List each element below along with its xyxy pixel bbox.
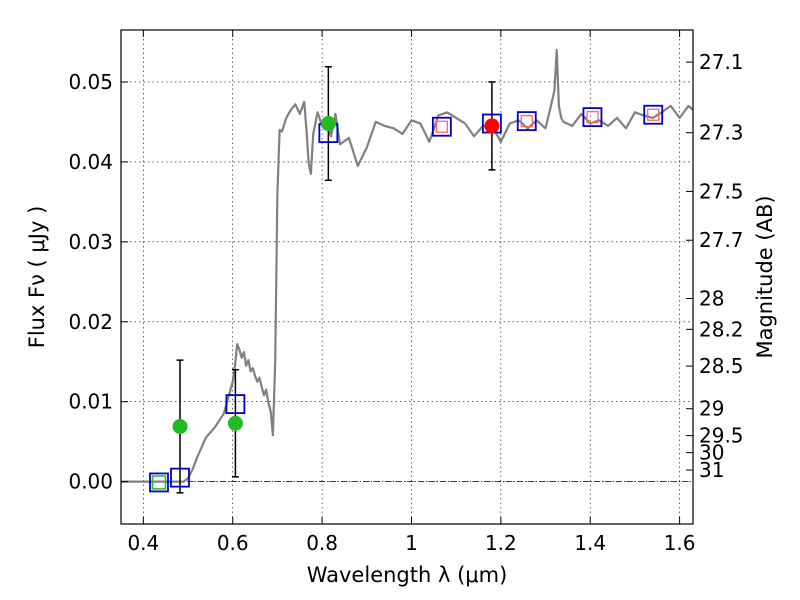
x-tick-label: 1.6 <box>664 531 696 555</box>
model-sed-line <box>121 48 693 483</box>
y-tick-label: 0.02 <box>68 310 113 334</box>
y-tick-label: 0.01 <box>68 390 113 414</box>
model-square <box>225 394 246 414</box>
mag-tick-label: 29.5 <box>699 424 744 448</box>
red-square <box>586 110 599 124</box>
mag-tick-label: 27.3 <box>699 121 744 145</box>
x-tick-label: 0.8 <box>306 531 338 555</box>
red-square <box>647 108 660 121</box>
mag-tick-label: 27.7 <box>699 228 744 252</box>
green-square <box>151 475 167 490</box>
data-area <box>121 48 693 494</box>
x-tick-label: 1.4 <box>574 531 606 555</box>
mag-tick-label: 29 <box>699 397 724 421</box>
mag-tick-label: 27.1 <box>699 50 744 74</box>
green-point <box>320 116 336 132</box>
model-square <box>431 116 452 137</box>
y-tick-label: 0.04 <box>68 150 113 174</box>
mag-tick-label: 28 <box>699 287 724 311</box>
ticks: 0.4 0.6 0.8 1 1.2 1.4 1.6 0.00 0.01 0.02 0.03 0.04 0… <box>68 30 744 555</box>
grid <box>121 30 693 524</box>
green-point <box>172 418 188 434</box>
x-tick-label: 0.6 <box>217 531 249 555</box>
mag-tick-label: 28.5 <box>699 354 744 378</box>
red-square <box>520 114 533 128</box>
model-square <box>170 467 190 488</box>
x-tick-label: 1.2 <box>485 531 517 555</box>
y-tick-label: 0.03 <box>68 230 113 254</box>
y-axis-right-label: Magnitude (AB) <box>753 195 777 358</box>
model-square <box>643 104 664 125</box>
red-point <box>484 118 500 134</box>
mag-tick-label: 30 <box>699 441 724 465</box>
green-point <box>227 415 243 431</box>
x-tick-label: 1 <box>405 531 418 555</box>
mag-tick-label: 31 <box>699 458 724 482</box>
mag-tick-label: 27.5 <box>699 179 744 203</box>
model-square <box>516 111 537 132</box>
model-square <box>149 472 169 493</box>
y-tick-label: 0.05 <box>68 70 113 94</box>
model-square <box>582 107 603 128</box>
mag-tick-label: 28.2 <box>699 317 744 341</box>
x-axis-label: Wavelength λ (μm) <box>307 563 508 587</box>
y-axis-label: Flux Fν ( μJy ) <box>25 206 49 349</box>
x-tick-label: 0.4 <box>127 531 159 555</box>
red-square <box>435 120 449 133</box>
y-tick-label: 0.00 <box>68 470 113 494</box>
plot-frame <box>120 29 694 525</box>
